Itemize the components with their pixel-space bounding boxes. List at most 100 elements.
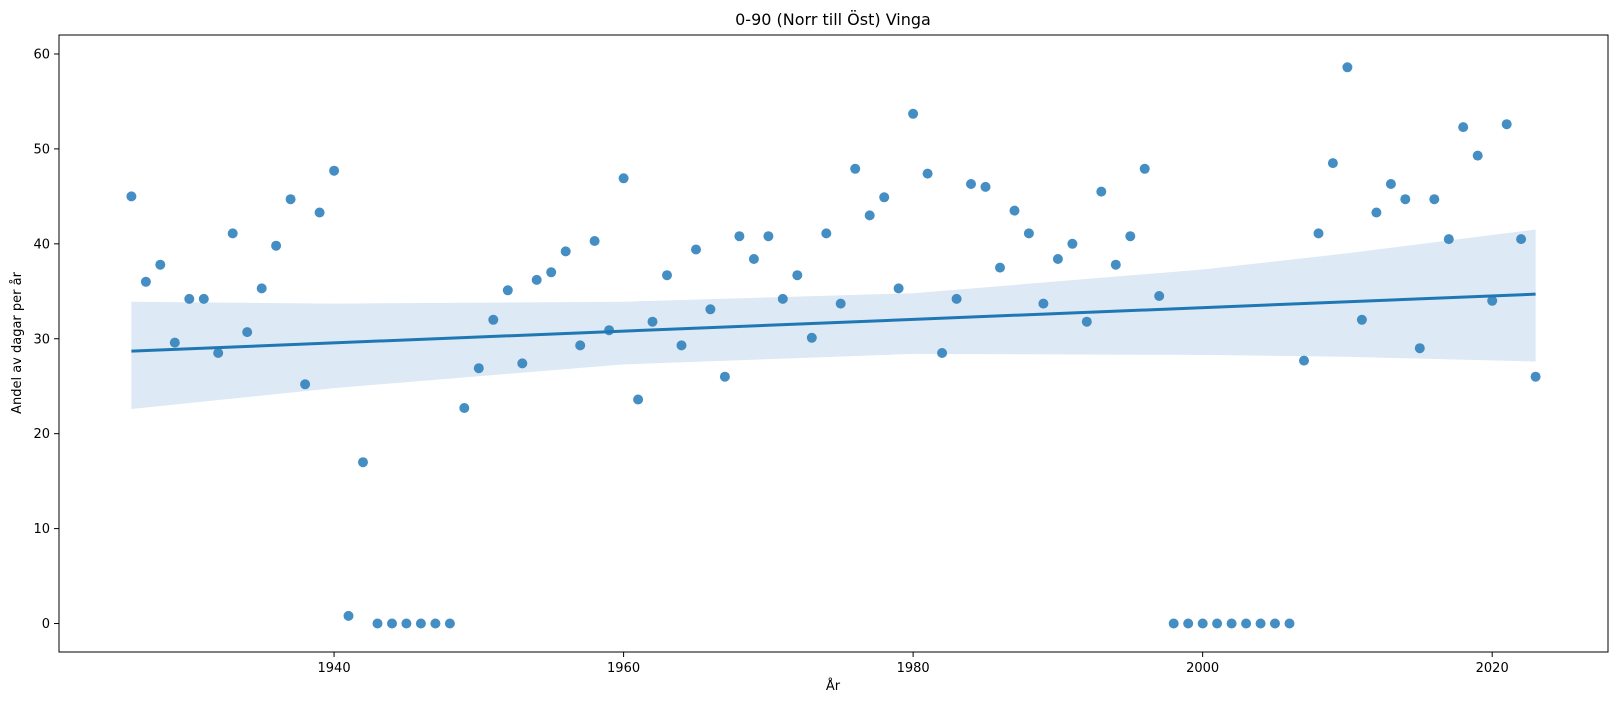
y-tick-label: 0 — [42, 617, 50, 632]
regression-line — [131, 292, 1536, 353]
data-point — [1501, 119, 1512, 130]
data-point — [184, 293, 195, 304]
data-point — [676, 340, 687, 351]
data-point — [633, 394, 644, 405]
x-axis-label: År — [826, 678, 841, 694]
y-tick-label: 50 — [33, 142, 50, 157]
x-tick-label: 1960 — [607, 661, 640, 676]
data-point — [1400, 194, 1411, 205]
data-point — [401, 618, 412, 629]
data-point — [140, 276, 151, 287]
data-point — [763, 231, 774, 242]
data-point — [473, 363, 484, 374]
data-point — [531, 274, 542, 285]
data-point — [1067, 238, 1078, 249]
data-point — [1356, 314, 1367, 325]
data-point — [864, 210, 875, 221]
regression-line-layer — [131, 292, 1536, 353]
plot-frame — [58, 34, 1609, 653]
data-point — [575, 340, 586, 351]
data-point — [893, 283, 904, 294]
data-point — [430, 618, 441, 629]
x-tick-label: 1940 — [318, 661, 351, 676]
data-point — [1052, 254, 1063, 264]
data-point — [1183, 618, 1194, 629]
data-point — [937, 348, 948, 358]
y-tick-label: 60 — [33, 47, 50, 62]
data-point — [1313, 228, 1324, 239]
y-tick-label: 30 — [33, 332, 50, 347]
data-point — [1096, 186, 1107, 197]
data-points-layer — [126, 62, 1541, 629]
data-point — [1414, 343, 1425, 354]
data-point — [387, 618, 397, 629]
data-point — [835, 298, 846, 309]
data-point — [126, 191, 137, 202]
y-tick-label: 40 — [33, 237, 50, 252]
data-point — [1255, 618, 1266, 629]
data-point — [1139, 163, 1150, 174]
data-point — [1284, 618, 1295, 629]
data-point — [1429, 194, 1440, 205]
data-point — [300, 379, 311, 390]
confidence-band — [131, 229, 1536, 409]
data-point — [879, 192, 890, 203]
data-point — [705, 304, 716, 315]
data-point — [314, 207, 325, 218]
x-axis-ticks: 1940 1960 1980 2000 2020 — [318, 652, 1509, 676]
data-point — [1458, 122, 1469, 133]
data-point — [459, 403, 470, 413]
x-tick-label: 2000 — [1186, 661, 1219, 676]
data-point — [1212, 618, 1223, 629]
x-tick-label: 1980 — [897, 661, 930, 676]
data-point — [242, 327, 253, 338]
data-point — [850, 163, 861, 174]
data-point — [198, 293, 209, 304]
data-point — [1038, 298, 1049, 309]
data-point — [517, 358, 528, 369]
data-point — [372, 618, 383, 629]
data-point — [806, 332, 817, 343]
data-point — [966, 179, 976, 189]
data-point — [502, 285, 513, 296]
y-tick-label: 20 — [33, 427, 50, 442]
data-point — [777, 293, 788, 304]
data-point — [227, 228, 238, 239]
data-point — [1371, 207, 1382, 218]
confidence-band-layer — [131, 229, 1536, 409]
chart-title: 0-90 (Norr till Öst) Vinga — [735, 10, 931, 29]
data-point — [1472, 150, 1483, 161]
data-point — [662, 270, 672, 281]
data-point — [922, 168, 933, 179]
data-point — [647, 316, 658, 327]
data-point — [155, 259, 166, 270]
data-point — [444, 618, 455, 629]
data-point — [415, 618, 426, 629]
data-point — [821, 228, 832, 239]
data-point — [618, 173, 629, 184]
data-point — [285, 194, 296, 205]
y-axis-ticks: 0 10 20 30 40 50 60 — [33, 47, 59, 632]
data-point — [1081, 316, 1092, 327]
data-point — [560, 246, 571, 257]
data-point — [1023, 228, 1034, 239]
data-point — [1110, 259, 1121, 270]
data-point — [1154, 291, 1165, 301]
data-point — [1342, 62, 1353, 73]
data-point — [271, 240, 282, 251]
x-tick-label: 2020 — [1476, 661, 1509, 676]
y-axis-label: Andel av dagar per år — [10, 271, 25, 414]
data-point — [980, 181, 991, 192]
data-point — [358, 457, 368, 468]
data-point — [995, 262, 1005, 273]
data-point — [488, 314, 499, 325]
data-point — [748, 254, 759, 264]
data-point — [1327, 158, 1338, 169]
data-point — [792, 270, 803, 281]
data-point — [1226, 618, 1237, 629]
data-point — [691, 244, 701, 255]
data-point — [256, 283, 267, 294]
data-point — [1299, 355, 1309, 366]
data-point — [329, 165, 340, 176]
